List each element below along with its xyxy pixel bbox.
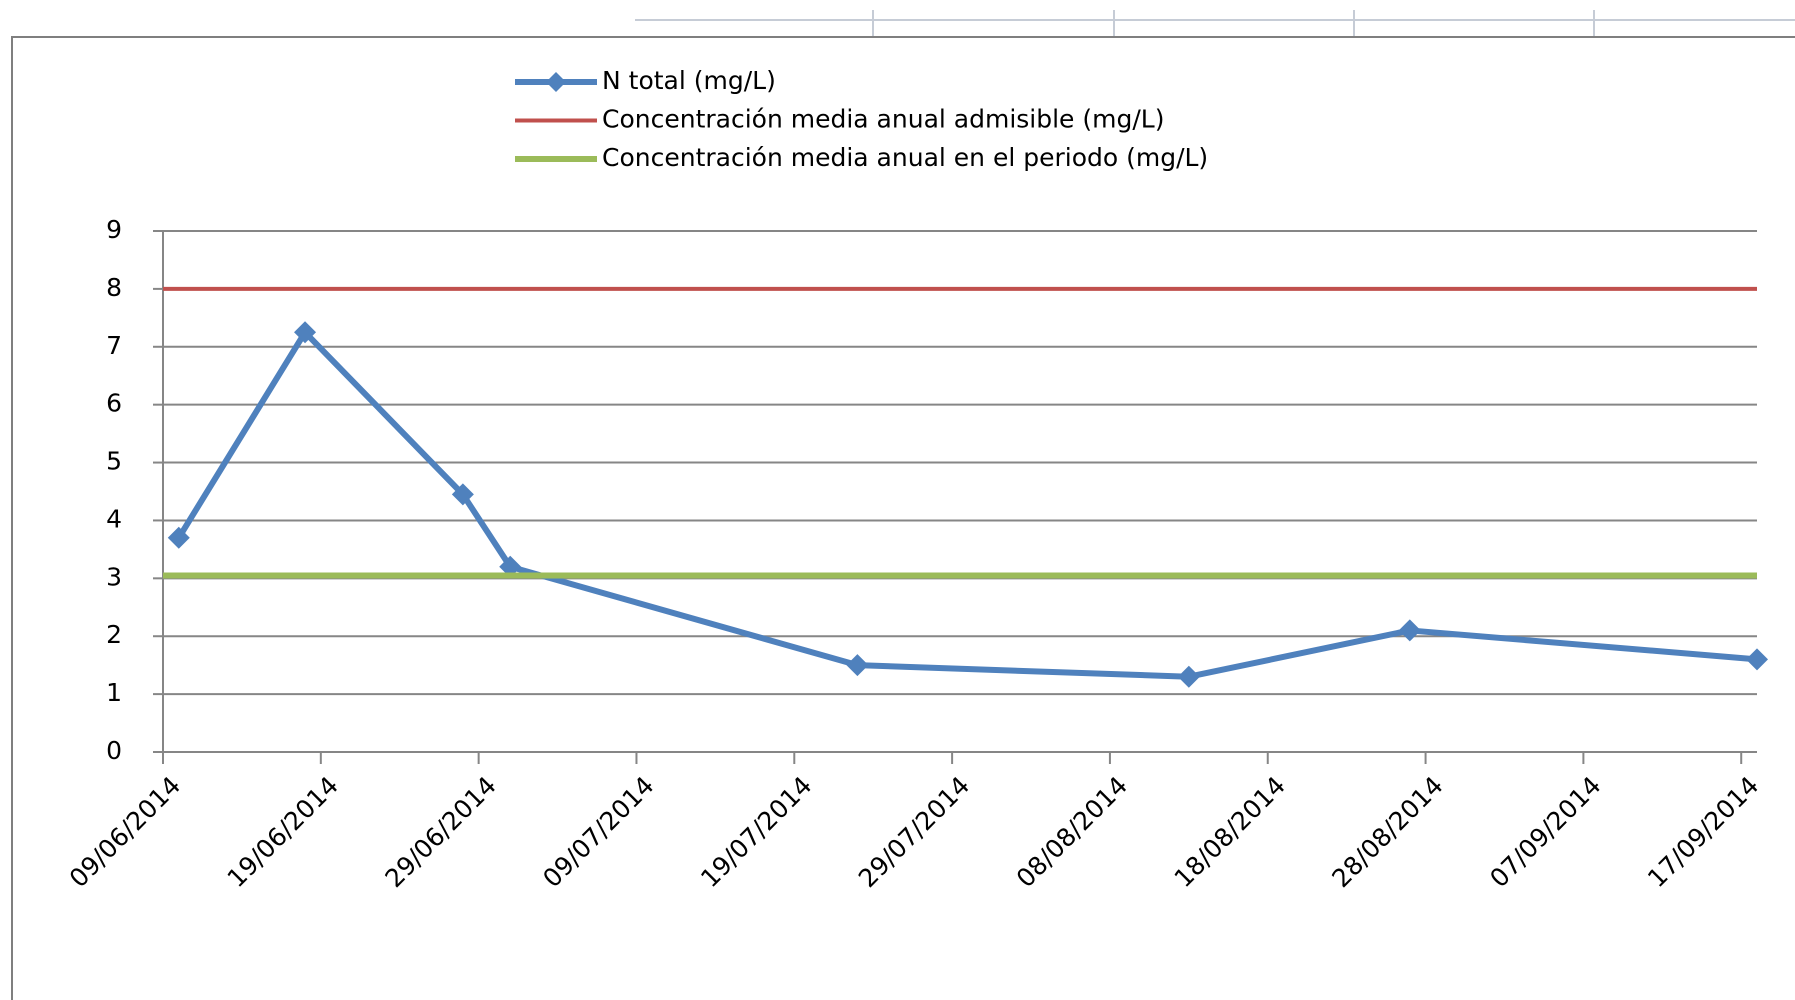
y-tick-label: 9 — [106, 215, 122, 244]
point — [167, 526, 190, 549]
y-tick-label: 3 — [106, 562, 122, 591]
x-tick-label: 08/08/2014 — [1011, 771, 1133, 893]
y-tick-label: 2 — [106, 620, 122, 649]
y-tick-label: 7 — [106, 331, 122, 360]
x-tick-label: 28/08/2014 — [1326, 771, 1448, 893]
x-tick-label: 09/06/2014 — [64, 771, 186, 893]
legend-label: Concentración media anual en el periodo … — [602, 143, 1208, 172]
x-tick-label: 09/07/2014 — [537, 771, 659, 893]
x-tick-label: 18/08/2014 — [1169, 771, 1291, 893]
point — [294, 321, 317, 344]
chart-border — [11, 36, 1795, 1000]
legend-label: Concentración media anual admisible (mg/… — [602, 105, 1164, 134]
x-tick-label: 29/06/2014 — [379, 771, 501, 893]
x-tick-label: 19/06/2014 — [222, 771, 344, 893]
sheet-lines — [635, 10, 1795, 36]
y-tick-label: 6 — [106, 389, 122, 418]
y-tick-label: 4 — [106, 504, 122, 533]
y-tick-label: 0 — [106, 736, 122, 765]
legend-marker — [546, 72, 566, 92]
y-tick-label: 5 — [106, 447, 122, 476]
x-tick-label: 17/09/2014 — [1642, 771, 1764, 893]
point — [1177, 665, 1200, 688]
x-tick-label: 19/07/2014 — [695, 771, 817, 893]
y-tick-label: 8 — [106, 273, 122, 302]
series-line — [176, 329, 1758, 680]
legend-label: N total (mg/L) — [602, 66, 776, 95]
point — [1398, 619, 1421, 642]
point — [499, 555, 522, 578]
y-tick-label: 1 — [106, 678, 122, 707]
x-tick-label: 07/09/2014 — [1484, 771, 1606, 893]
point — [451, 483, 474, 506]
point — [1746, 648, 1768, 671]
point — [846, 654, 869, 677]
x-tick-label: 29/07/2014 — [853, 771, 975, 893]
